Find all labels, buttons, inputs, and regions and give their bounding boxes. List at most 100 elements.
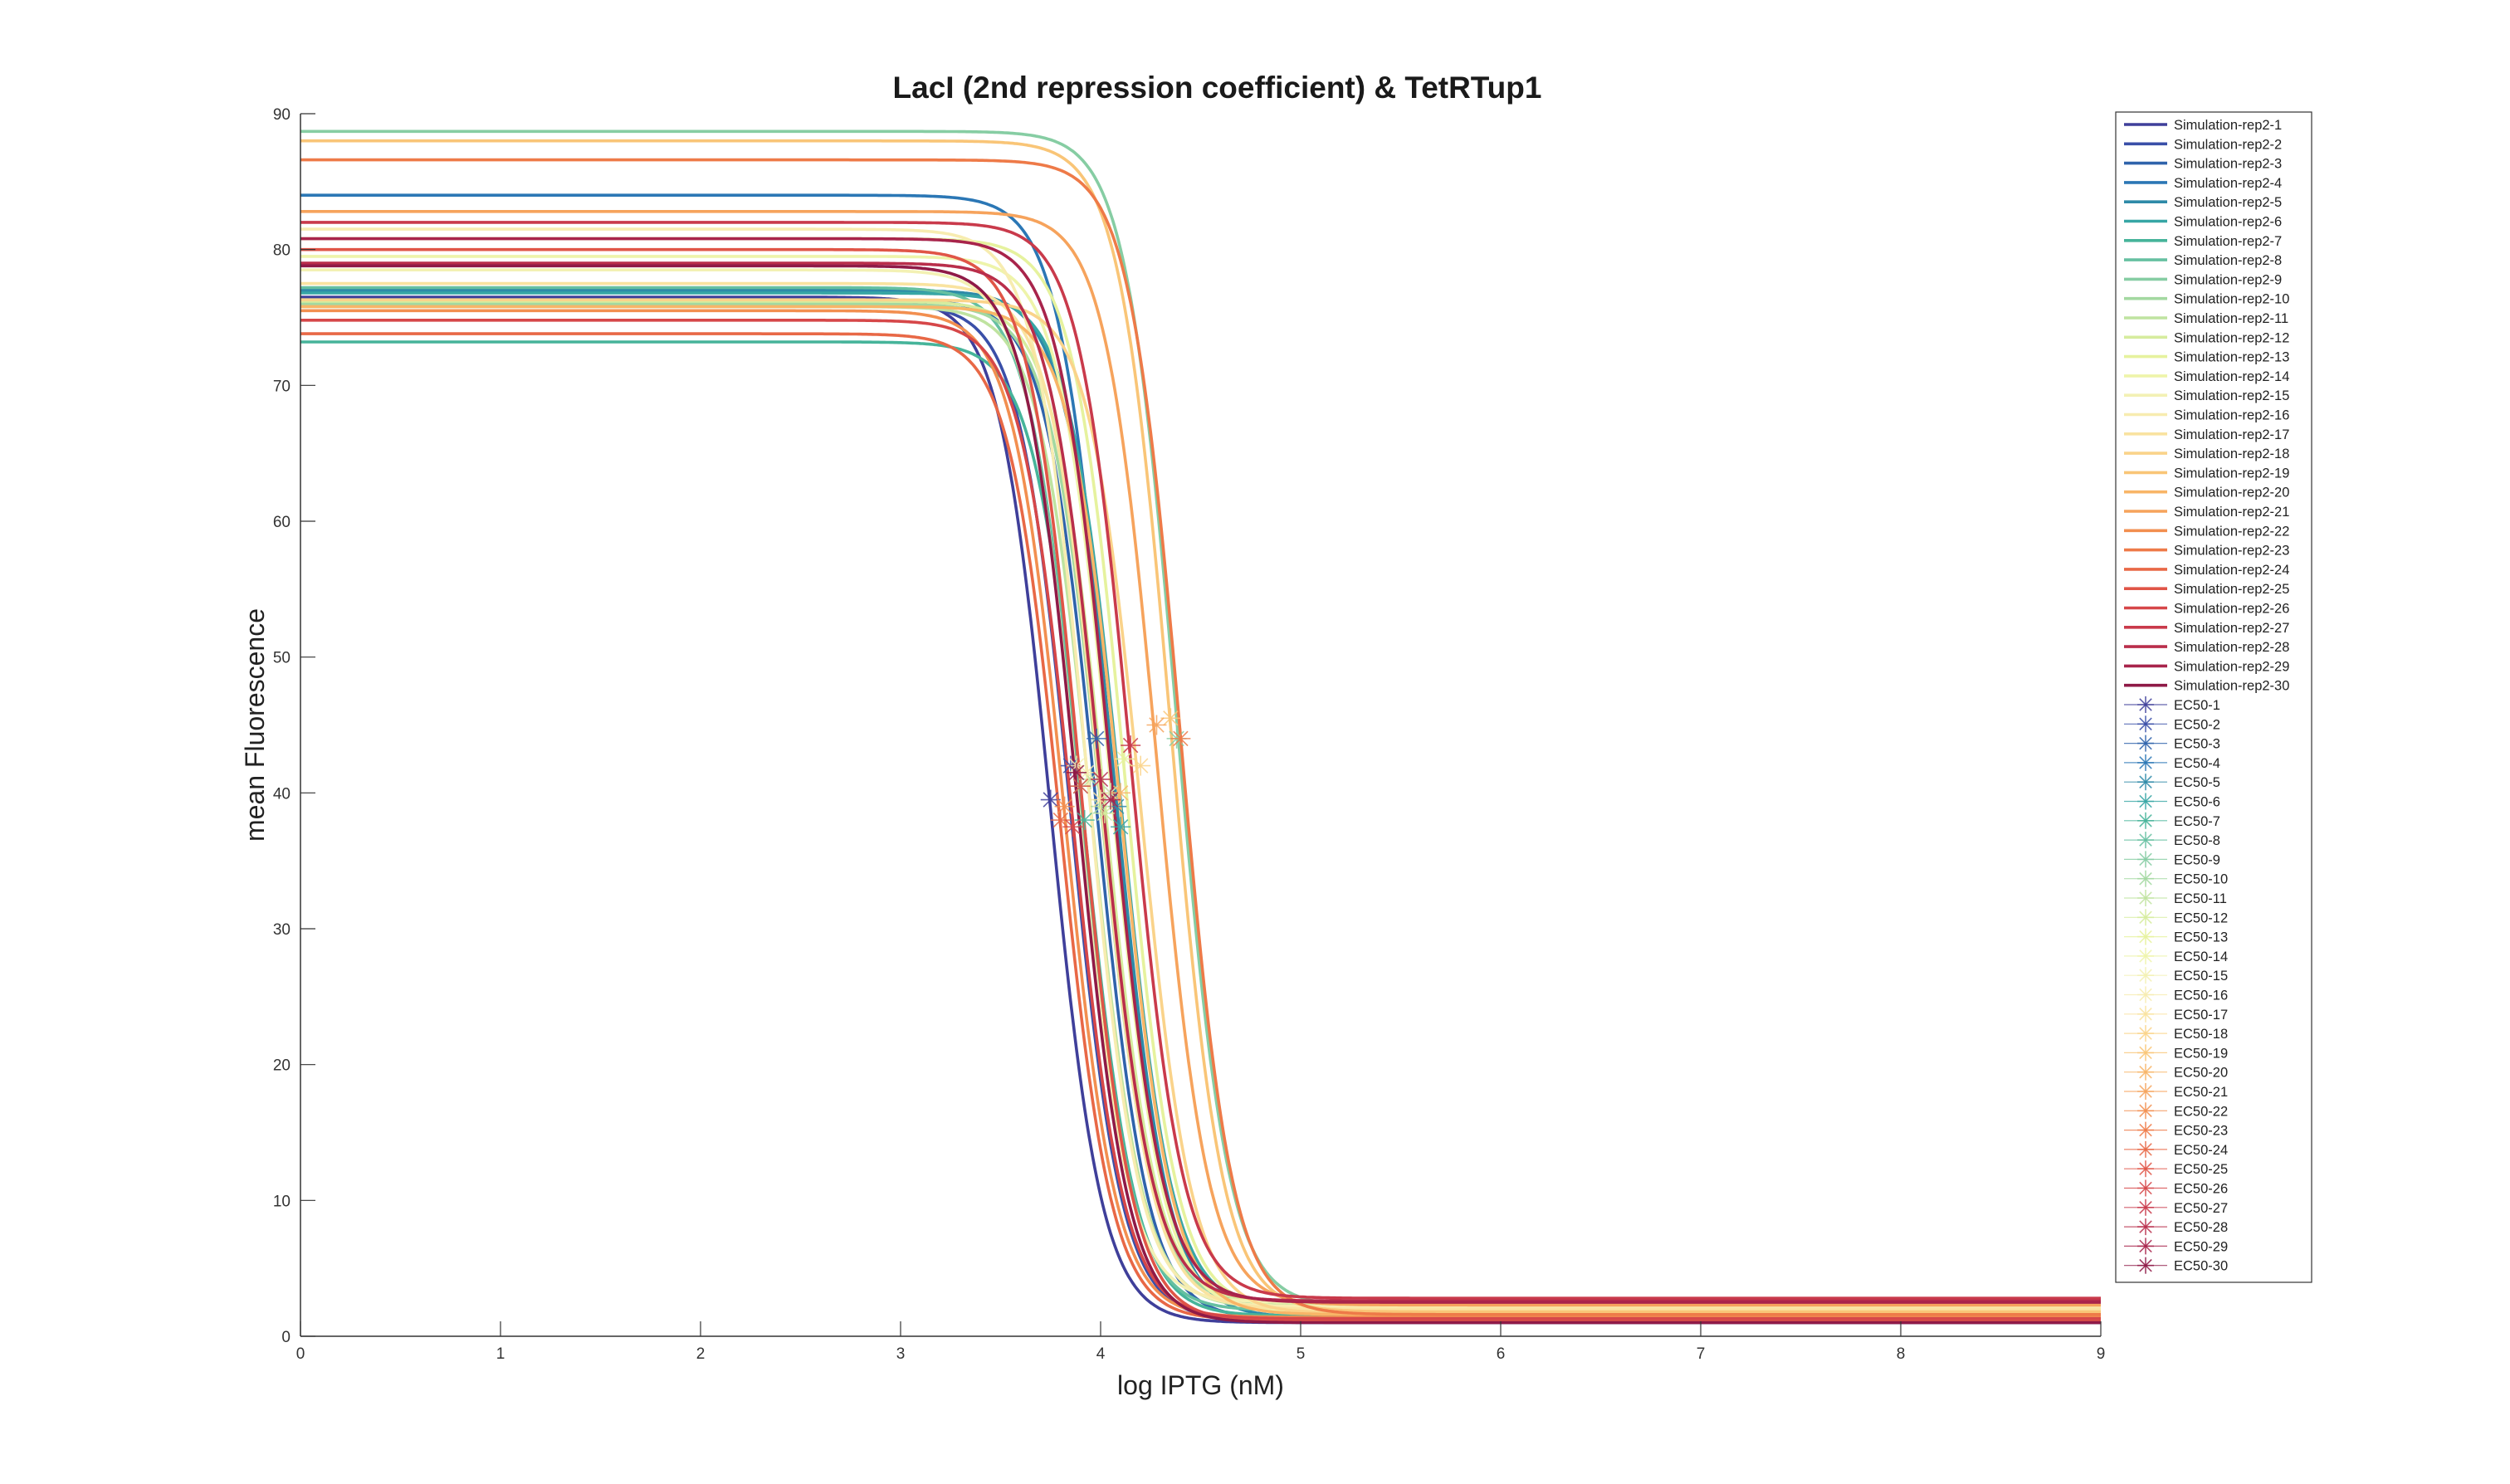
legend-star-swatch [2137,1237,2154,1255]
series-line [300,237,2101,1304]
legend-entry: EC50-13 [2124,928,2228,945]
series-line [300,139,2101,1314]
x-ticks: 0 1 2 3 4 5 6 7 8 9 [296,1321,2106,1363]
x-tick-label: 7 [1697,1345,1706,1363]
x-tick-label: 9 [2097,1345,2106,1363]
y-tick-label: 20 [273,1057,291,1075]
legend-label: Simulation-rep2-20 [2174,486,2289,500]
legend-star-swatch [2137,870,2154,887]
legend-entry: Simulation-rep2-23 [2124,544,2289,559]
legend-entry: EC50-21 [2124,1083,2228,1100]
legend-star-swatch [2137,1121,2154,1139]
legend-label: Simulation-rep2-10 [2174,292,2289,307]
legend-entry: EC50-18 [2124,1025,2228,1042]
legend-entry: Simulation-rep2-22 [2124,524,2289,539]
legend-star-swatch [2137,890,2154,906]
legend-label: EC50-18 [2174,1027,2228,1042]
legend-label: Simulation-rep2-18 [2174,447,2289,461]
legend-entry: EC50-11 [2124,890,2227,906]
legend-label: Simulation-rep2-26 [2174,602,2289,617]
ec50-marker [1040,789,1061,810]
legend-label: Simulation-rep2-4 [2174,176,2282,191]
legend-entry: EC50-17 [2124,1005,2228,1023]
ec50-marker [1130,755,1151,776]
legend-label: EC50-21 [2174,1085,2228,1100]
legend-entry: EC50-14 [2124,947,2228,964]
legend-label: EC50-2 [2174,717,2220,732]
legend-label: EC50-5 [2174,775,2220,790]
legend-entry: Simulation-rep2-17 [2124,427,2289,442]
legend-entry: Simulation-rep2-2 [2124,137,2282,152]
ec50-marker [1050,810,1071,831]
ec50-marker [1062,817,1083,837]
chart-title: LacI (2nd repression coefficient) & TetR… [893,71,1542,105]
ec50-marker [1146,715,1167,735]
legend-star-swatch [2137,1063,2154,1081]
x-axis-label: log IPTG (nM) [1117,1370,1284,1400]
legend-entry: Simulation-rep2-27 [2124,621,2289,636]
legend-star-swatch [2137,735,2154,752]
legend-entry: Simulation-rep2-26 [2124,602,2289,617]
legend-entry: Simulation-rep2-10 [2124,292,2289,307]
legend-entry: EC50-25 [2124,1160,2228,1178]
legend-star-swatch [2137,754,2154,771]
legend-items: Simulation-rep2-1 Simulation-rep2-2 Simula… [2124,118,2289,1274]
legend-entry: Simulation-rep2-20 [2124,486,2289,500]
legend-entry: Simulation-rep2-3 [2124,157,2282,172]
legend-entry: EC50-26 [2124,1179,2228,1197]
legend-label: EC50-23 [2174,1124,2228,1139]
legend-entry: Simulation-rep2-18 [2124,447,2289,461]
legend-entry: EC50-29 [2124,1237,2228,1255]
x-tick-label: 6 [1497,1345,1506,1363]
legend-entry: Simulation-rep2-8 [2124,253,2282,268]
legend-entry: Simulation-rep2-7 [2124,234,2282,249]
legend: Simulation-rep2-1 Simulation-rep2-2 Simula… [2115,111,2312,1283]
series-line [300,210,2101,1307]
ec50-marker [1067,762,1087,783]
y-tick-label: 0 [281,1329,291,1346]
legend-label: EC50-11 [2174,891,2227,906]
legend-entry: EC50-23 [2124,1121,2228,1139]
legend-label: EC50-8 [2174,833,2220,848]
legend-label: Simulation-rep2-30 [2174,679,2289,694]
legend-entry: EC50-16 [2124,986,2228,1003]
legend-entry: EC50-4 [2124,754,2220,771]
y-tick-label: 30 [273,921,291,939]
legend-entry: EC50-24 [2124,1140,2228,1158]
series-line [300,221,2101,1300]
ec50-marker [1111,783,1131,803]
legend-label: EC50-4 [2174,756,2220,771]
legend-label: Simulation-rep2-9 [2174,272,2282,287]
legend-label: EC50-29 [2174,1239,2228,1254]
x-tick-label: 8 [1897,1345,1906,1363]
legend-entry: EC50-15 [2124,967,2228,984]
legend-entry: Simulation-rep2-12 [2124,330,2289,345]
legend-star-swatch [2137,696,2154,713]
legend-entry: Simulation-rep2-16 [2124,408,2289,423]
y-tick-label: 60 [273,514,291,531]
legend-star-swatch [2137,851,2154,868]
legend-label: EC50-19 [2174,1046,2228,1061]
legend-entry: Simulation-rep2-15 [2124,388,2289,403]
legend-label: Simulation-rep2-29 [2174,659,2289,674]
legend-star-swatch [2137,1044,2154,1062]
legend-star-swatch [2137,986,2154,1003]
ec50-marker [1091,769,1111,789]
y-axis-label: mean Fluorescence [240,608,270,842]
legend-label: Simulation-rep2-16 [2174,408,2289,423]
series-line [300,264,2101,1325]
series-line [300,158,2101,1316]
x-tick-label: 2 [696,1345,706,1363]
legend-label: Simulation-rep2-1 [2174,118,2282,133]
ec50-marker [1070,776,1091,797]
legend-star-swatch [2137,1257,2154,1274]
legend-entry: EC50-1 [2124,696,2220,713]
x-tick-label: 0 [296,1345,305,1363]
legend-label: Simulation-rep2-28 [2174,640,2289,655]
legend-entry: Simulation-rep2-25 [2124,582,2289,597]
legend-entry: Simulation-rep2-11 [2124,311,2288,326]
legend-entry: EC50-8 [2124,832,2220,849]
legend-label: EC50-26 [2174,1182,2228,1197]
y-tick-label: 80 [273,242,291,260]
